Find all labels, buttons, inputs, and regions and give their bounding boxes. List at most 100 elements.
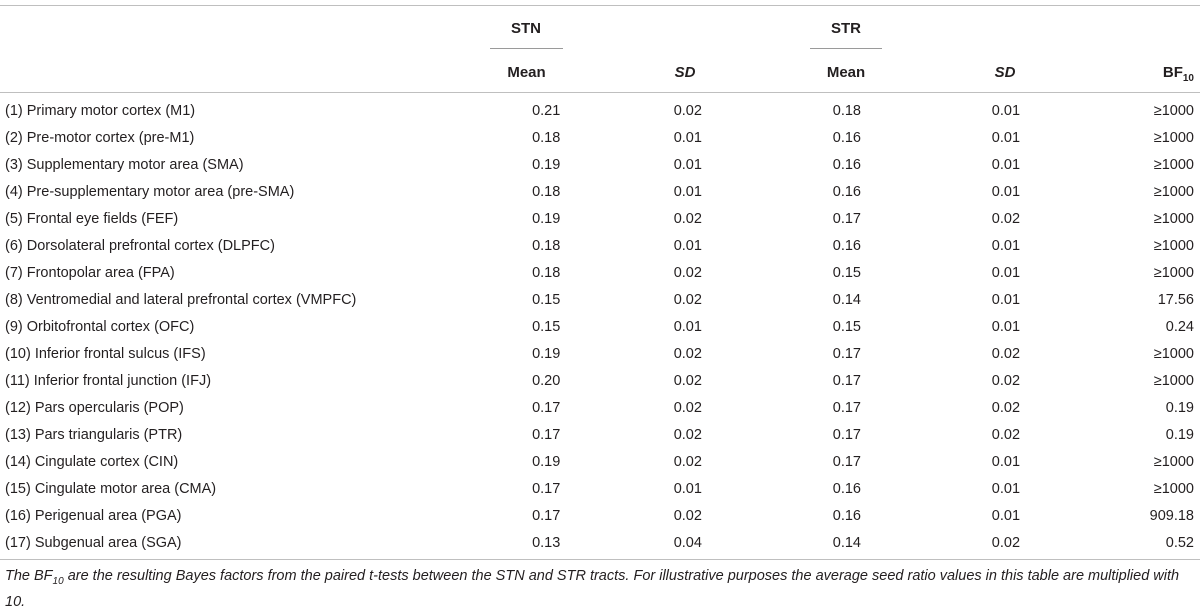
str-sd-cell: 0.02 bbox=[991, 210, 1021, 227]
bf10-cell: 0.52 bbox=[1165, 534, 1194, 551]
stn-group-underline bbox=[490, 48, 563, 49]
str-group-underline bbox=[810, 48, 882, 49]
str-mean-cell: 0.16 bbox=[832, 156, 861, 173]
bf10-cell: 0.19 bbox=[1165, 399, 1194, 416]
str-sd-cell: 0.01 bbox=[991, 480, 1021, 497]
bf-subscript: 10 bbox=[1182, 73, 1194, 84]
table-row: (12) Pars opercularis (POP) 0.17 0.02 0.17 0… bbox=[0, 394, 1200, 421]
stn-mean-cell: 0.18 bbox=[532, 183, 561, 200]
stn-mean-cell: 0.18 bbox=[532, 264, 561, 281]
header-stn-mean: Mean bbox=[507, 64, 546, 81]
str-sd-cell: 0.01 bbox=[991, 291, 1021, 308]
str-sd-cell: 0.02 bbox=[991, 426, 1021, 443]
stn-sd-cell: 0.02 bbox=[673, 102, 702, 119]
str-sd-cell: 0.02 bbox=[991, 399, 1021, 416]
table-row: (13) Pars triangularis (PTR) 0.17 0.02 0.17… bbox=[0, 421, 1200, 448]
stn-sd-cell: 0.01 bbox=[673, 129, 702, 146]
region-cell: (5) Frontal eye fields (FEF) bbox=[5, 210, 179, 227]
footnote-bf: BF10 bbox=[34, 568, 64, 587]
bf10-cell: 0.24 bbox=[1165, 318, 1194, 335]
region-cell: (2) Pre-motor cortex (pre-M1) bbox=[5, 129, 195, 146]
stn-sd-cell: 0.01 bbox=[673, 480, 702, 497]
str-sd-cell: 0.02 bbox=[991, 372, 1021, 389]
bf10-cell: ≥1000 bbox=[1153, 129, 1194, 146]
stn-sd-cell: 0.01 bbox=[673, 318, 702, 335]
str-mean-cell: 0.17 bbox=[832, 372, 861, 389]
str-sd-cell: 0.01 bbox=[991, 264, 1021, 281]
bf10-cell: 909.18 bbox=[1149, 507, 1194, 524]
str-sd-cell: 0.01 bbox=[991, 102, 1021, 119]
region-cell: (14) Cingulate cortex (CIN) bbox=[5, 453, 179, 470]
str-sd-cell: 0.01 bbox=[991, 237, 1021, 254]
table-row: (14) Cingulate cortex (CIN) 0.19 0.02 0.17 0… bbox=[0, 448, 1200, 475]
stn-sd-cell: 0.02 bbox=[673, 345, 702, 362]
stn-mean-cell: 0.19 bbox=[532, 210, 561, 227]
str-mean-cell: 0.17 bbox=[832, 426, 861, 443]
region-cell: (17) Subgenual area (SGA) bbox=[5, 534, 182, 551]
stn-mean-cell: 0.17 bbox=[532, 480, 561, 497]
stn-sd-cell: 0.01 bbox=[673, 183, 702, 200]
stn-mean-cell: 0.21 bbox=[532, 102, 561, 119]
table-row: (11) Inferior frontal junction (IFJ) 0.20… bbox=[0, 367, 1200, 394]
str-sd-cell: 0.01 bbox=[991, 507, 1021, 524]
str-mean-cell: 0.16 bbox=[832, 507, 861, 524]
table-row: (1) Primary motor cortex (M1) 0.21 0.02 0.1… bbox=[0, 97, 1200, 124]
bottom-rule bbox=[0, 559, 1200, 560]
stn-sd-cell: 0.02 bbox=[673, 453, 702, 470]
table-row: (6) Dorsolateral prefrontal cortex (DLPF… bbox=[0, 232, 1200, 259]
str-sd-cell: 0.01 bbox=[991, 129, 1021, 146]
stn-mean-cell: 0.15 bbox=[532, 291, 561, 308]
bf10-cell: ≥1000 bbox=[1153, 210, 1194, 227]
bf10-cell: ≥1000 bbox=[1153, 183, 1194, 200]
stn-sd-cell: 0.02 bbox=[673, 372, 702, 389]
region-cell: (12) Pars opercularis (POP) bbox=[5, 399, 184, 416]
bf10-cell: ≥1000 bbox=[1153, 156, 1194, 173]
str-mean-cell: 0.16 bbox=[832, 480, 861, 497]
region-cell: (4) Pre-supplementary motor area (pre-SM… bbox=[5, 183, 295, 200]
stn-sd-cell: 0.02 bbox=[673, 210, 702, 227]
str-mean-cell: 0.14 bbox=[832, 291, 861, 308]
str-mean-cell: 0.16 bbox=[832, 237, 861, 254]
footnote-text: are the resulting Bayes factors from the… bbox=[5, 568, 1180, 610]
bf10-cell: ≥1000 bbox=[1153, 102, 1194, 119]
bf10-cell: 0.19 bbox=[1165, 426, 1194, 443]
stn-sd-cell: 0.02 bbox=[673, 399, 702, 416]
bf10-cell: ≥1000 bbox=[1153, 453, 1194, 470]
stn-mean-cell: 0.15 bbox=[532, 318, 561, 335]
stn-sd-cell: 0.01 bbox=[673, 237, 702, 254]
str-mean-cell: 0.15 bbox=[832, 264, 861, 281]
stn-sd-cell: 0.02 bbox=[673, 264, 702, 281]
header-stn-sd: SD bbox=[674, 64, 696, 81]
str-sd-cell: 0.01 bbox=[991, 318, 1021, 335]
stn-mean-cell: 0.20 bbox=[532, 372, 561, 389]
stn-mean-cell: 0.13 bbox=[532, 534, 561, 551]
table-row: (15) Cingulate motor area (CMA) 0.17 0.01 0… bbox=[0, 475, 1200, 502]
stn-sd-cell: 0.02 bbox=[673, 426, 702, 443]
str-mean-cell: 0.17 bbox=[832, 345, 861, 362]
table-row: (9) Orbitofrontal cortex (OFC) 0.15 0.01 0.… bbox=[0, 313, 1200, 340]
bf10-cell: ≥1000 bbox=[1153, 345, 1194, 362]
stn-mean-cell: 0.18 bbox=[532, 129, 561, 146]
bf10-cell: ≥1000 bbox=[1153, 264, 1194, 281]
table-body: (1) Primary motor cortex (M1) 0.21 0.02 0.1… bbox=[0, 97, 1200, 556]
table-row: (10) Inferior frontal sulcus (IFS) 0.19 0.… bbox=[0, 340, 1200, 367]
stn-sd-cell: 0.01 bbox=[673, 156, 702, 173]
table-row: (2) Pre-motor cortex (pre-M1) 0.18 0.01 0.1… bbox=[0, 124, 1200, 151]
stn-sd-cell: 0.02 bbox=[673, 291, 702, 308]
table-row: (17) Subgenual area (SGA) 0.13 0.04 0.14 0.0… bbox=[0, 529, 1200, 556]
header-group-stn: STN bbox=[511, 20, 541, 37]
bf10-cell: 17.56 bbox=[1157, 291, 1194, 308]
header-bf10: BF10 bbox=[1110, 64, 1194, 84]
region-cell: (3) Supplementary motor area (SMA) bbox=[5, 156, 244, 173]
top-rule bbox=[0, 5, 1200, 6]
table-row: (3) Supplementary motor area (SMA) 0.19 0.… bbox=[0, 151, 1200, 178]
bf10-cell: ≥1000 bbox=[1153, 480, 1194, 497]
table-row: (16) Perigenual area (PGA) 0.17 0.02 0.16 0.… bbox=[0, 502, 1200, 529]
str-sd-cell: 0.02 bbox=[991, 534, 1021, 551]
region-cell: (6) Dorsolateral prefrontal cortex (DLPF… bbox=[5, 237, 275, 254]
str-mean-cell: 0.15 bbox=[832, 318, 861, 335]
str-mean-cell: 0.16 bbox=[832, 129, 861, 146]
bf10-cell: ≥1000 bbox=[1153, 372, 1194, 389]
str-mean-cell: 0.17 bbox=[832, 453, 861, 470]
